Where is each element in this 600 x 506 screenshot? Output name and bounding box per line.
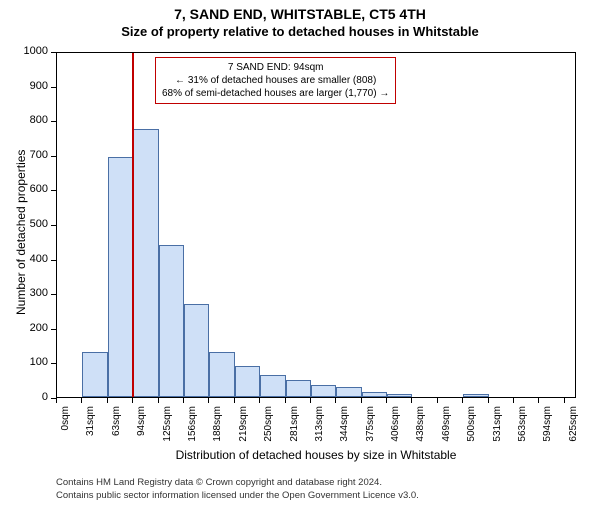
x-tick [208,398,209,403]
x-tick [107,398,108,403]
y-tick [51,363,56,364]
y-tick-label: 200 [0,322,48,334]
histogram-bar [82,352,107,397]
x-tick-label: 313sqm [314,406,325,456]
histogram-bar [362,392,387,397]
x-tick-label: 0sqm [60,406,71,456]
annotation-box: 7 SAND END: 94sqm← 31% of detached house… [155,57,396,104]
histogram-bar [387,394,412,397]
annotation-line: ← 31% of detached houses are smaller (80… [162,74,389,87]
x-tick [488,398,489,403]
y-tick [51,87,56,88]
x-tick [259,398,260,403]
x-tick [310,398,311,403]
x-tick [132,398,133,403]
histogram-bar [336,387,361,397]
y-tick [51,52,56,53]
histogram-bar [463,394,488,397]
x-tick [361,398,362,403]
x-tick-label: 375sqm [365,406,376,456]
x-tick [462,398,463,403]
x-tick-label: 219sqm [238,406,249,456]
x-tick [158,398,159,403]
x-tick [538,398,539,403]
page-subtitle: Size of property relative to detached ho… [0,24,600,39]
x-tick-label: 344sqm [339,406,350,456]
x-tick [386,398,387,403]
x-tick-label: 438sqm [415,406,426,456]
y-tick [51,156,56,157]
x-tick-label: 281sqm [289,406,300,456]
x-tick [513,398,514,403]
x-tick-label: 531sqm [492,406,503,456]
y-tick-label: 400 [0,253,48,265]
x-tick-label: 250sqm [263,406,274,456]
y-tick [51,225,56,226]
histogram-bar [133,129,158,397]
y-tick-label: 1000 [0,45,48,57]
histogram-bar [159,245,184,397]
histogram-bar [311,385,336,397]
x-tick-label: 31sqm [85,406,96,456]
x-tick-label: 500sqm [466,406,477,456]
y-tick [51,190,56,191]
y-tick-label: 100 [0,356,48,368]
y-tick-label: 600 [0,183,48,195]
y-tick [51,121,56,122]
x-tick-label: 125sqm [162,406,173,456]
y-tick-label: 800 [0,114,48,126]
x-tick-label: 594sqm [542,406,553,456]
footer-line1: Contains HM Land Registry data © Crown c… [56,477,419,489]
histogram-bar [108,157,133,397]
x-tick-label: 156sqm [187,406,198,456]
x-tick-label: 563sqm [517,406,528,456]
x-tick-label: 625sqm [568,406,579,456]
histogram-plot: 7 SAND END: 94sqm← 31% of detached house… [56,52,576,398]
annotation-line: 68% of semi-detached houses are larger (… [162,87,389,100]
x-tick [411,398,412,403]
reference-marker [132,53,134,397]
histogram-bar [286,380,311,397]
x-tick [234,398,235,403]
y-tick-label: 0 [0,391,48,403]
y-tick-label: 700 [0,149,48,161]
histogram-bar [209,352,234,397]
x-tick [335,398,336,403]
x-tick [564,398,565,403]
histogram-bar [184,304,209,397]
x-tick-label: 94sqm [136,406,147,456]
x-tick [437,398,438,403]
x-tick [183,398,184,403]
page-title: 7, SAND END, WHITSTABLE, CT5 4TH [0,6,600,22]
x-tick-label: 469sqm [441,406,452,456]
x-tick-label: 188sqm [212,406,223,456]
y-tick [51,260,56,261]
histogram-bar [260,375,285,397]
y-tick [51,329,56,330]
x-tick [56,398,57,403]
y-tick-label: 900 [0,80,48,92]
x-tick-label: 63sqm [111,406,122,456]
y-tick [51,294,56,295]
x-tick [285,398,286,403]
x-tick [81,398,82,403]
x-tick-label: 406sqm [390,406,401,456]
histogram-bar [235,366,260,397]
footer-line2: Contains public sector information licen… [56,490,419,502]
footer-attribution: Contains HM Land Registry data © Crown c… [56,477,419,502]
annotation-line: 7 SAND END: 94sqm [162,61,389,74]
y-tick-label: 300 [0,287,48,299]
y-tick-label: 500 [0,218,48,230]
